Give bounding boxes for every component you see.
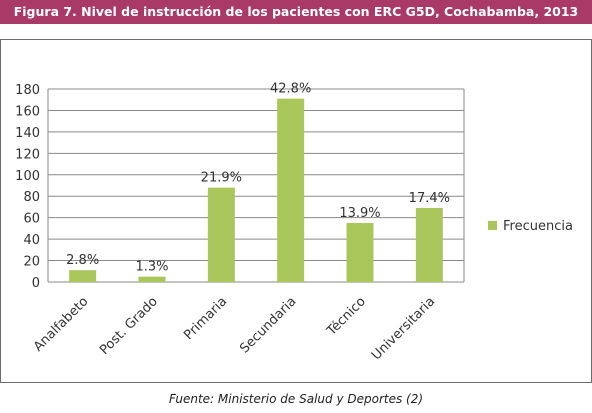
bar xyxy=(277,98,305,283)
y-tick-label: 180 xyxy=(15,83,40,98)
legend-swatch xyxy=(488,221,497,230)
figure-title: Figura 7. Nivel de instrucción de los pa… xyxy=(0,0,592,24)
x-tick-label: Técnico xyxy=(324,294,369,339)
chart-frame: 0 20 40 60 80 100 120 140 160 180 2.8% Analfabeto 1.… xyxy=(0,39,592,383)
x-tick-label: Analfabeto xyxy=(31,294,92,355)
data-label: 1.3% xyxy=(135,260,168,275)
x-tick-label: Secundaria xyxy=(237,294,299,356)
y-tick-label: 80 xyxy=(23,190,40,205)
bar-chart: 0 20 40 60 80 100 120 140 160 180 2.8% Analfabeto 1.… xyxy=(15,82,573,364)
x-tick-label: Post. Grado xyxy=(97,294,161,358)
bar xyxy=(415,208,443,282)
data-label: 13.9% xyxy=(339,206,380,221)
y-tick-label: 20 xyxy=(23,255,40,270)
bar xyxy=(207,187,235,282)
y-tick-label: 0 xyxy=(32,276,40,291)
x-tick-label: Primaria xyxy=(181,294,230,343)
y-tick-label: 120 xyxy=(15,147,40,162)
y-tick-label: 140 xyxy=(15,126,40,141)
data-label: 17.4% xyxy=(409,191,450,206)
y-tick-label: 160 xyxy=(15,104,40,119)
data-label: 42.8% xyxy=(270,82,311,97)
x-tick-label: Universitaria xyxy=(369,294,438,363)
bar xyxy=(69,270,97,282)
data-label: 21.9% xyxy=(201,171,242,186)
bar xyxy=(346,223,374,282)
source-note: Fuente: Ministerio de Salud y Deportes (… xyxy=(168,392,424,406)
legend-label: Frecuencia xyxy=(503,219,573,234)
bar xyxy=(138,276,166,282)
y-tick-label: 60 xyxy=(23,212,40,227)
y-tick-label: 100 xyxy=(15,169,40,184)
data-label: 2.8% xyxy=(66,253,99,268)
y-tick-label: 40 xyxy=(23,233,40,248)
